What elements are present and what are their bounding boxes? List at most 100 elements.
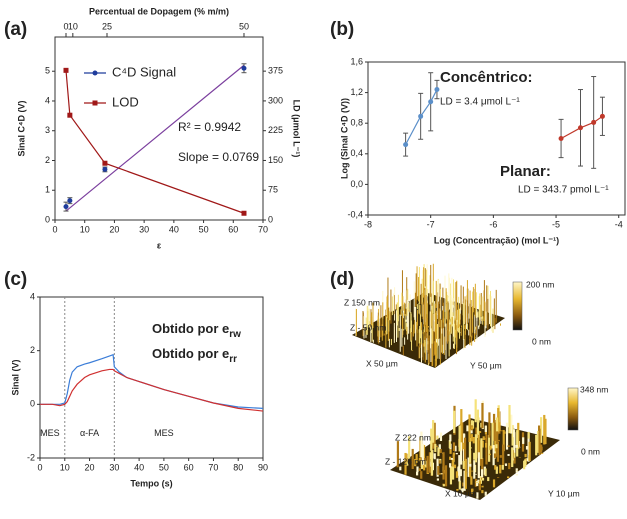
afm-label: 0 nm xyxy=(581,446,600,456)
series-label: LD = 3.4 μmol L⁻¹ xyxy=(440,97,520,108)
y-tick-label: 0 xyxy=(30,399,35,409)
x-tick-label: 40 xyxy=(169,224,179,234)
x-axis-label: Log (Concentração) (mol L⁻¹) xyxy=(434,235,559,245)
point xyxy=(67,198,72,203)
x-tick-label: 70 xyxy=(208,462,218,472)
point xyxy=(428,99,433,104)
x-tick-label: 30 xyxy=(109,462,119,472)
series-name: Concêntrico: xyxy=(440,69,533,86)
series-name: Planar: xyxy=(500,163,551,180)
legend-name: Obtido por e xyxy=(152,321,229,336)
legend-subscript: rw xyxy=(229,329,241,340)
panel-label: (c) xyxy=(4,269,27,290)
color-bar xyxy=(513,282,522,330)
point xyxy=(63,204,68,209)
series-line xyxy=(40,369,263,411)
afm-label: Z - 50 nm xyxy=(350,322,386,332)
legend-label: Obtido por err xyxy=(152,346,237,364)
y-tick-label: 2 xyxy=(30,345,35,355)
annotation: Slope = 0.0769 xyxy=(178,150,259,164)
afm-label: Y 10 µm xyxy=(548,488,580,498)
top-tick-label: 50 xyxy=(239,21,249,31)
y-tick-label: 1,6 xyxy=(350,56,363,66)
x-tick-label: 20 xyxy=(109,224,119,234)
point xyxy=(434,87,439,92)
y-tick-label: 4 xyxy=(45,95,50,105)
y-tick-label: 0,8 xyxy=(350,118,363,128)
y-tick-label: 0,0 xyxy=(350,179,363,189)
y-axis-label: Sinal C⁴D (V) xyxy=(16,101,26,157)
y-tick-label: 0 xyxy=(45,214,50,224)
annotation: MES xyxy=(40,428,60,438)
y2-tick-label: 75 xyxy=(268,185,278,195)
point xyxy=(241,211,246,216)
top-tick-label: 10 xyxy=(68,21,78,31)
y2-axis-label: LD (μmol L⁻¹) xyxy=(292,100,302,158)
top-tick-label: 25 xyxy=(102,21,112,31)
point xyxy=(578,125,583,130)
afm-label: Z - 126 nm xyxy=(385,456,426,466)
x-tick-label: 60 xyxy=(184,462,194,472)
top-axis-label: Percentual de Dopagem (% m/m) xyxy=(89,6,229,16)
annotation: α-FA xyxy=(80,428,99,438)
afm-label: 200 nm xyxy=(526,279,554,289)
point xyxy=(591,120,596,125)
y-tick-label: 2 xyxy=(45,155,50,165)
point xyxy=(102,161,107,166)
x-axis-label: Tempo (s) xyxy=(130,478,172,488)
y2-tick-label: 225 xyxy=(268,125,283,135)
point xyxy=(418,114,423,119)
x-tick-label: 70 xyxy=(258,224,268,234)
x-tick-label: 30 xyxy=(139,224,149,234)
x-tick-label: 50 xyxy=(159,462,169,472)
y-tick-label: 0,4 xyxy=(350,148,363,158)
y-tick-label: -0,4 xyxy=(347,209,363,219)
x-tick-label: 0 xyxy=(37,462,42,472)
x-tick-label: -5 xyxy=(552,219,560,229)
series-line xyxy=(66,70,244,213)
point xyxy=(600,114,605,119)
afm-label: 0 nm xyxy=(532,336,551,346)
x-tick-label: 40 xyxy=(134,462,144,472)
legend-label: C⁴D Signal xyxy=(112,64,176,79)
point xyxy=(102,167,107,172)
point xyxy=(241,66,246,71)
x-tick-label: 50 xyxy=(199,224,209,234)
y-axis-label: Log (Sinal C⁴D (V)) xyxy=(339,98,349,179)
afm-label: Y 50 µm xyxy=(470,360,502,370)
color-bar xyxy=(568,388,578,430)
series-label: LD = 343.7 pmol L⁻¹ xyxy=(518,185,609,196)
afm-label: X 10 µm xyxy=(445,488,477,498)
y2-tick-label: 0 xyxy=(268,214,273,224)
y-tick-label: -2 xyxy=(27,452,35,462)
afm-label: Z 150 nm xyxy=(344,297,380,307)
legend-name: Obtido por e xyxy=(152,346,229,361)
y2-tick-label: 375 xyxy=(268,66,283,76)
x-tick-label: 90 xyxy=(258,462,268,472)
afm-label: Z 222 nm xyxy=(395,432,431,442)
figure: 010203040506070012345075150225300375εSin… xyxy=(0,0,627,519)
y-axis-label: Sinal (V) xyxy=(10,359,20,395)
y-tick-label: 5 xyxy=(45,66,50,76)
x-tick-label: 10 xyxy=(80,224,90,234)
x-tick-label: -4 xyxy=(615,219,623,229)
point xyxy=(559,136,564,141)
y2-tick-label: 300 xyxy=(268,95,283,105)
legend-marker xyxy=(93,101,98,106)
legend-subscript: rr xyxy=(229,354,237,365)
legend-marker xyxy=(93,71,98,76)
panel-label: (b) xyxy=(330,19,354,40)
y2-tick-label: 150 xyxy=(268,155,283,165)
fit-line xyxy=(66,65,244,211)
x-tick-label: 0 xyxy=(52,224,57,234)
point xyxy=(67,113,72,118)
x-tick-label: 10 xyxy=(60,462,70,472)
x-tick-label: 60 xyxy=(228,224,238,234)
annotation: R² = 0.9942 xyxy=(178,120,241,134)
legend-label: LOD xyxy=(112,94,139,109)
y-tick-label: 4 xyxy=(30,291,35,301)
point xyxy=(403,142,408,147)
y-tick-label: 1,2 xyxy=(350,87,363,97)
afm-label: 348 nm xyxy=(580,384,608,394)
x-tick-label: -8 xyxy=(364,219,372,229)
